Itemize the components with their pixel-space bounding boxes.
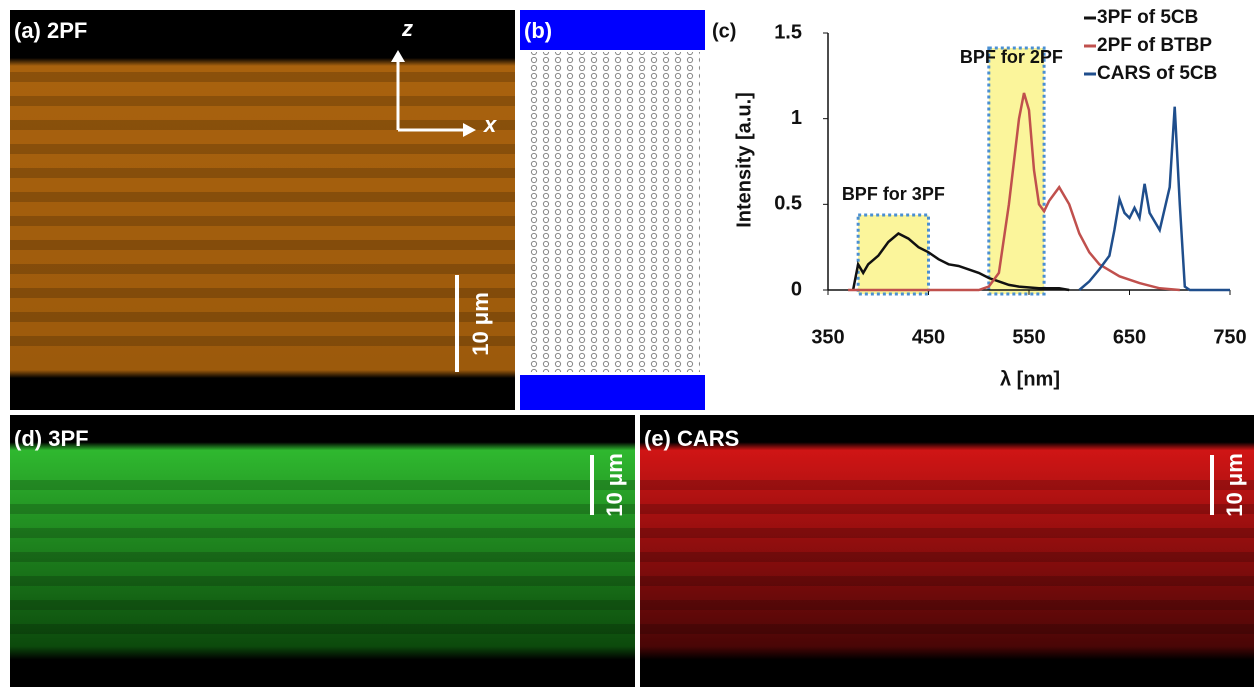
scale-label: 10 μm xyxy=(602,453,627,517)
filter-band xyxy=(858,215,928,294)
figure: (a) 2PF z x 10 μm (b) (d) 3PF 10 μm (e) … xyxy=(0,0,1254,687)
panel-label: (a) 2PF xyxy=(14,18,87,43)
y-tick-label: 0 xyxy=(791,278,802,300)
x-tick-label: 450 xyxy=(912,326,945,348)
y-tick-label: 1 xyxy=(791,107,802,129)
panel-label: (b) xyxy=(524,18,552,43)
band-label: BPF for 2PF xyxy=(960,47,1063,67)
band-label: BPF for 3PF xyxy=(842,184,945,204)
molecules xyxy=(526,52,700,372)
x-tick-label: 750 xyxy=(1213,326,1246,348)
filter-band xyxy=(989,48,1044,294)
stripes xyxy=(10,70,515,360)
spectrum-chart: BPF for 3PF BPF for 2PF 0 0.5 1 1.5 350 450 550 6… xyxy=(733,7,1246,390)
x-tick-label: 650 xyxy=(1113,326,1146,348)
stripes xyxy=(640,470,1254,640)
axis-z: z xyxy=(401,16,413,41)
y-tick-label: 0.5 xyxy=(774,193,802,215)
scale-label: 10 μm xyxy=(1222,453,1247,517)
panel-label: (c) xyxy=(712,20,736,42)
spectrum-line xyxy=(1079,107,1230,290)
stripes xyxy=(10,470,635,640)
scale-label: 10 μm xyxy=(468,292,493,356)
axis-x: x xyxy=(483,112,497,137)
substrate-bottom xyxy=(520,375,705,410)
x-tick-label: 350 xyxy=(811,326,844,348)
y-axis-label: Intensity [a.u.] xyxy=(733,92,755,228)
y-tick-label: 1.5 xyxy=(774,21,802,43)
x-tick-label: 550 xyxy=(1012,326,1045,348)
panel-label: (e) CARS xyxy=(644,426,739,451)
legend-label: CARS of 5CB xyxy=(1097,63,1217,84)
x-axis-label: λ [nm] xyxy=(1000,368,1060,390)
legend-label: 3PF of 5CB xyxy=(1097,7,1198,28)
legend-label: 2PF of BTBP xyxy=(1097,35,1212,56)
panel-label: (d) 3PF xyxy=(14,426,89,451)
